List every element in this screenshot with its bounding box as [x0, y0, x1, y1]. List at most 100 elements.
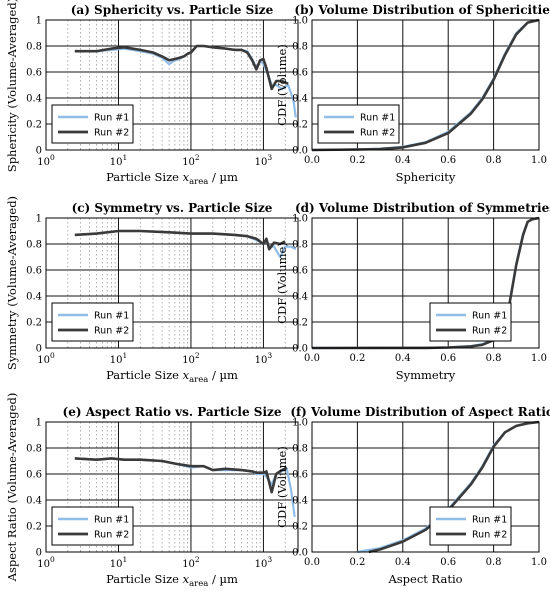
panel-b: 0.00.20.40.60.81.00.0 0.2 0.4 0.6 0.8 1.0(b) … [275, 3, 550, 184]
panel-title: (d) Volume Distribution of Symmetries [295, 201, 550, 215]
x-tick-label: 103 [255, 153, 273, 168]
x-tick-base: 10 [110, 355, 123, 366]
x-tick-label: 0.6 [440, 353, 456, 364]
y-axis-label: CDF (Volume) [275, 446, 289, 528]
legend-label-run1: Run #1 [94, 311, 129, 322]
legend-label-run1: Run #1 [94, 515, 129, 526]
x-tick-exponent: 3 [267, 153, 272, 162]
y-tick-label: 0.0 [292, 146, 308, 157]
legend: Run #1 Run #2 [51, 104, 134, 144]
y-tick-label: 0.8 [26, 240, 42, 251]
axes-frame [45, 217, 299, 349]
legend-label-run2: Run #2 [94, 128, 129, 139]
y-tick-label: 0.8 [26, 42, 42, 53]
y-tick-label: 0.8 [292, 42, 308, 53]
x-tick-label: 1.0 [531, 353, 547, 364]
x-tick-label: 0.2 [349, 557, 365, 568]
x-axis-label: Aspect Ratio [387, 572, 462, 586]
legend-box [429, 302, 512, 342]
y-tick-label: 0.8 [292, 240, 308, 251]
x-tick-label: 101 [110, 153, 128, 168]
x-tick-label: 101 [110, 555, 128, 570]
x-label-text: Particle Size [106, 368, 183, 382]
x-tick-base: 10 [182, 157, 195, 168]
x-tick-label: 0.6 [440, 557, 456, 568]
legend-label-run2: Run #2 [94, 530, 129, 541]
y-tick-label: 1 [36, 214, 42, 225]
legend: Run #1 Run #2 [51, 302, 134, 342]
x-tick-label: 100 [37, 351, 55, 366]
x-axis-label: Particle Size xarea / µm [106, 170, 238, 187]
x-label-subscript: area [189, 177, 208, 187]
x-tick-base: 10 [37, 355, 50, 366]
legend: Run #1 Run #2 [317, 104, 400, 144]
series-line-run2 [368, 420, 540, 554]
x-label-text: Particle Size [106, 170, 183, 184]
x-tick-label: 102 [182, 351, 200, 366]
y-tick-label: 0.8 [26, 444, 42, 455]
x-label-subscript: area [189, 375, 208, 385]
y-tick-label: 0.2 [292, 522, 308, 533]
axes-frame [45, 421, 299, 553]
series-line-run2 [74, 44, 289, 91]
axes-frame [311, 217, 540, 349]
x-label-subscript: area [189, 579, 208, 589]
x-tick-label: 0.2 [349, 353, 365, 364]
x-tick-label: 0.4 [395, 155, 411, 166]
x-tick-label: 0.8 [486, 353, 502, 364]
x-tick-label: 0.4 [395, 353, 411, 364]
legend-label-run1: Run #1 [472, 515, 507, 526]
x-tick-label: 0.2 [349, 155, 365, 166]
x-tick-exponent: 1 [122, 555, 127, 564]
x-label-unit: / µm [208, 368, 238, 382]
legend: Run #1 Run #2 [429, 302, 512, 342]
y-tick-label: 1.0 [292, 16, 308, 27]
y-tick-label: 0.2 [292, 120, 308, 131]
y-tick-label: 0.4 [26, 496, 42, 507]
x-tick-label: 101 [110, 351, 128, 366]
x-tick-exponent: 2 [195, 351, 200, 360]
x-tick-label: 0.0 [304, 155, 320, 166]
y-tick-label: 0.0 [292, 548, 308, 559]
y-tick-label: 1.0 [292, 214, 308, 225]
series-line-run2 [74, 457, 288, 494]
y-tick-label: 0.6 [292, 266, 308, 277]
y-tick-label: 0.6 [26, 470, 42, 481]
x-tick-label: 0.8 [486, 557, 502, 568]
y-tick-label: 0.0 [292, 344, 308, 355]
x-tick-exponent: 1 [122, 153, 127, 162]
x-tick-base: 10 [255, 559, 268, 570]
y-tick-label: 0 [36, 548, 42, 559]
x-tick-exponent: 0 [50, 351, 55, 360]
x-tick-exponent: 3 [267, 555, 272, 564]
y-tick-label: 0.4 [26, 94, 42, 105]
y-tick-label: 0 [36, 344, 42, 355]
x-tick-base: 10 [37, 559, 50, 570]
x-tick-exponent: 2 [195, 153, 200, 162]
y-tick-label: 0.8 [292, 444, 308, 455]
panel-title: (f) Volume Distribution of Aspect Ratios [290, 405, 550, 419]
x-tick-label: 0.0 [304, 353, 320, 364]
panel-title: (c) Symmetry vs. Particle Size [72, 201, 273, 215]
y-tick-label: 0.4 [26, 292, 42, 303]
x-tick-label: 102 [182, 153, 200, 168]
x-tick-label: 0.8 [486, 155, 502, 166]
x-tick-base: 10 [110, 157, 123, 168]
legend-label-run1: Run #1 [360, 113, 395, 124]
y-axis-label: Aspect Ratio (Volume-Averaged) [5, 393, 19, 583]
legend-box [317, 104, 400, 144]
panel-title: (a) Sphericity vs. Particle Size [71, 3, 274, 17]
legend-label-run1: Run #1 [94, 113, 129, 124]
x-axis-label: Particle Size xarea / µm [106, 368, 238, 385]
y-axis-label: Symmetry (Volume-Averaged) [5, 196, 19, 370]
y-tick-label: 0.6 [292, 68, 308, 79]
x-tick-label: 103 [255, 555, 273, 570]
x-tick-exponent: 3 [267, 351, 272, 360]
y-tick-label: 0.6 [26, 266, 42, 277]
x-label-variable: x [183, 572, 190, 586]
x-tick-base: 10 [37, 157, 50, 168]
panel-title: (b) Volume Distribution of Sphericities [294, 3, 550, 17]
x-label-unit: / µm [208, 170, 238, 184]
